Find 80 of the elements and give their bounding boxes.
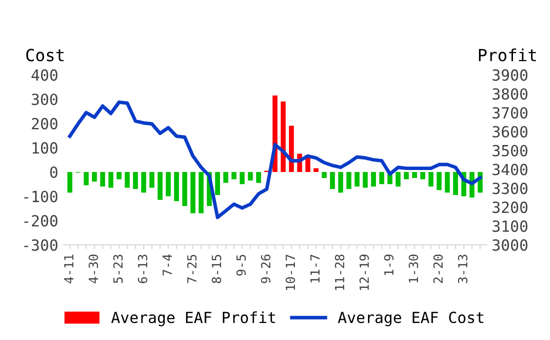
x-tick-label: 7-25 <box>187 254 197 284</box>
bar <box>248 172 253 180</box>
bar <box>149 172 154 188</box>
y-tick-label: -200 <box>24 215 58 227</box>
bar <box>158 172 163 200</box>
bar <box>322 172 327 178</box>
x-tick-label: 6-13 <box>138 254 148 284</box>
x-tick-label: 10-17 <box>286 254 296 290</box>
y2-tick-label: 3800 <box>492 88 528 100</box>
x-tick-label: 3-13 <box>458 254 468 284</box>
bar <box>223 172 228 183</box>
x-tick-label: 11-7 <box>310 254 320 282</box>
bar <box>240 172 245 184</box>
y-tick-label: 300 <box>32 94 58 106</box>
y-tick-label: 100 <box>32 142 58 154</box>
y-tick-label: -300 <box>24 239 58 251</box>
x-tick-label: 1-30 <box>408 254 418 282</box>
bar <box>396 172 401 187</box>
bar <box>371 172 376 187</box>
bar <box>314 168 318 172</box>
y2-tick-label: 3500 <box>492 144 528 156</box>
x-tick-label: 2-20 <box>433 254 443 283</box>
bar <box>288 126 294 172</box>
y-tick-label: 0 <box>50 166 58 178</box>
x-tick-label: 8-15 <box>212 254 222 284</box>
bar <box>453 172 458 196</box>
y-tick-label: -100 <box>24 190 58 202</box>
x-tick-label: 4-30 <box>88 254 98 284</box>
bar <box>330 172 335 189</box>
bar <box>141 172 146 193</box>
legend-label: Average EAF Profit <box>111 311 276 326</box>
x-tick-label: 12-19 <box>359 254 369 290</box>
y2-tick-label: 3200 <box>492 202 528 214</box>
bar <box>182 172 188 206</box>
bar <box>116 172 122 180</box>
bar <box>280 102 286 172</box>
bar <box>124 172 130 188</box>
y2-axis-title: Profit <box>478 48 536 62</box>
x-tick-label: 1-9 <box>384 254 394 275</box>
y2-tick-label: 3400 <box>492 164 528 176</box>
bar <box>354 172 360 187</box>
bar <box>379 172 384 184</box>
bar <box>67 172 72 193</box>
x-tick-label: 4-11 <box>64 254 74 284</box>
bar <box>108 172 114 188</box>
x-tick-label: 11-28 <box>334 254 344 290</box>
y-tick-label: 200 <box>32 118 58 130</box>
y-axis-title: Cost <box>26 48 64 62</box>
bar <box>92 172 97 182</box>
x-tick-label: 9-5 <box>236 254 246 276</box>
y2-tick-label: 3600 <box>492 126 528 138</box>
bar <box>166 172 171 196</box>
bar <box>198 172 204 214</box>
bar <box>100 172 106 187</box>
bar <box>133 172 138 189</box>
x-tick-label: 9-26 <box>261 254 270 284</box>
bar <box>412 172 417 178</box>
bar <box>215 172 220 196</box>
bar <box>362 172 368 188</box>
bar <box>338 172 344 193</box>
y2-tick-label: 3700 <box>492 107 528 119</box>
x-tick-label: 7-4 <box>162 254 172 276</box>
bar <box>404 172 409 180</box>
bar <box>346 172 352 189</box>
bar <box>174 172 179 202</box>
legend-label: Average EAF Cost <box>338 312 484 326</box>
bar <box>436 172 442 190</box>
bar <box>190 172 196 214</box>
bar <box>444 172 450 193</box>
y-tick-label: 400 <box>32 69 58 81</box>
y2-tick-label: 3000 <box>492 239 528 251</box>
y2-tick-label: 3900 <box>492 69 528 81</box>
bar <box>256 172 262 183</box>
bar <box>232 172 236 180</box>
y2-tick-label: 3300 <box>492 182 528 194</box>
bar <box>84 172 89 186</box>
line-series <box>68 100 482 220</box>
x-tick-label: 5-23 <box>113 254 123 284</box>
y2-tick-label: 3100 <box>492 220 528 232</box>
bar <box>428 172 434 187</box>
